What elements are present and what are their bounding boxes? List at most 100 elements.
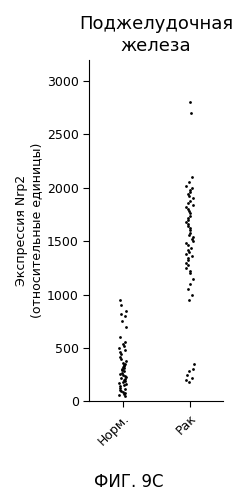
Point [119,374,123,382]
Point [188,197,192,205]
Point [121,363,125,371]
Point [118,348,122,356]
Point [187,296,191,304]
Point [120,367,124,374]
Point [186,214,189,222]
Point [124,380,128,388]
Point [186,285,189,293]
Point [190,252,194,260]
Point [187,368,191,375]
Point [188,188,192,196]
Point [119,310,123,318]
Point [119,301,123,309]
Point [189,109,193,117]
Point [124,357,128,365]
Point [187,231,191,239]
Point [122,381,126,389]
Point [118,382,121,390]
Point [191,274,195,282]
Point [119,355,123,363]
Point [123,389,127,397]
Point [186,222,190,230]
Point [189,244,193,251]
Point [123,392,127,400]
Point [188,207,191,215]
Point [188,227,192,235]
Point [122,376,126,384]
Point [192,360,195,368]
Point [123,312,127,320]
Title: Поджелудочная
железа: Поджелудочная железа [79,15,233,55]
Point [184,218,188,226]
Point [124,338,127,346]
Point [188,280,192,288]
Point [119,351,123,359]
Point [184,240,188,248]
Point [124,307,128,315]
Point [184,264,188,272]
Point [117,344,121,352]
Point [191,237,194,245]
Point [118,353,121,361]
Point [190,173,194,181]
Point [122,390,126,398]
Point [191,366,195,374]
Point [188,229,192,237]
Point [186,190,190,198]
Point [117,379,121,387]
Point [188,269,192,277]
Point [119,385,122,393]
Point [192,194,195,202]
Point [121,388,125,396]
Point [119,333,122,341]
Point [117,391,121,399]
Point [186,205,190,213]
Point [118,296,122,304]
Point [123,375,127,383]
Point [186,254,190,262]
Point [118,370,122,377]
Point [184,250,188,258]
Point [123,360,127,368]
Point [188,267,192,275]
Point [184,203,188,211]
Point [190,374,194,382]
Text: ФИГ. 9С: ФИГ. 9С [94,473,163,491]
Point [118,383,122,391]
Point [187,378,191,386]
Point [188,209,192,217]
Point [120,317,124,325]
Point [122,342,126,350]
Point [187,242,190,249]
Point [191,184,194,192]
Point [186,216,190,224]
Point [186,220,190,228]
Point [188,224,192,232]
Point [188,178,191,186]
Point [120,366,124,374]
Point [188,186,192,194]
Point [187,248,191,256]
Point [124,377,127,385]
Point [184,258,188,266]
Point [122,365,126,373]
Point [122,368,126,375]
Point [188,98,192,106]
Point [122,361,126,369]
Point [124,323,128,331]
Point [192,201,195,209]
Point [187,260,190,268]
Point [187,192,191,200]
Point [186,256,190,264]
Point [184,376,188,384]
Point [119,387,123,395]
Point [121,359,125,367]
Point [188,212,192,220]
Point [121,378,125,386]
Y-axis label: Экспрессия Nrp2
(относительные единицы): Экспрессия Nrp2 (относительные единицы) [15,143,43,318]
Point [186,246,190,253]
Point [186,199,190,207]
Point [121,371,125,378]
Point [124,373,128,381]
Point [184,182,188,190]
